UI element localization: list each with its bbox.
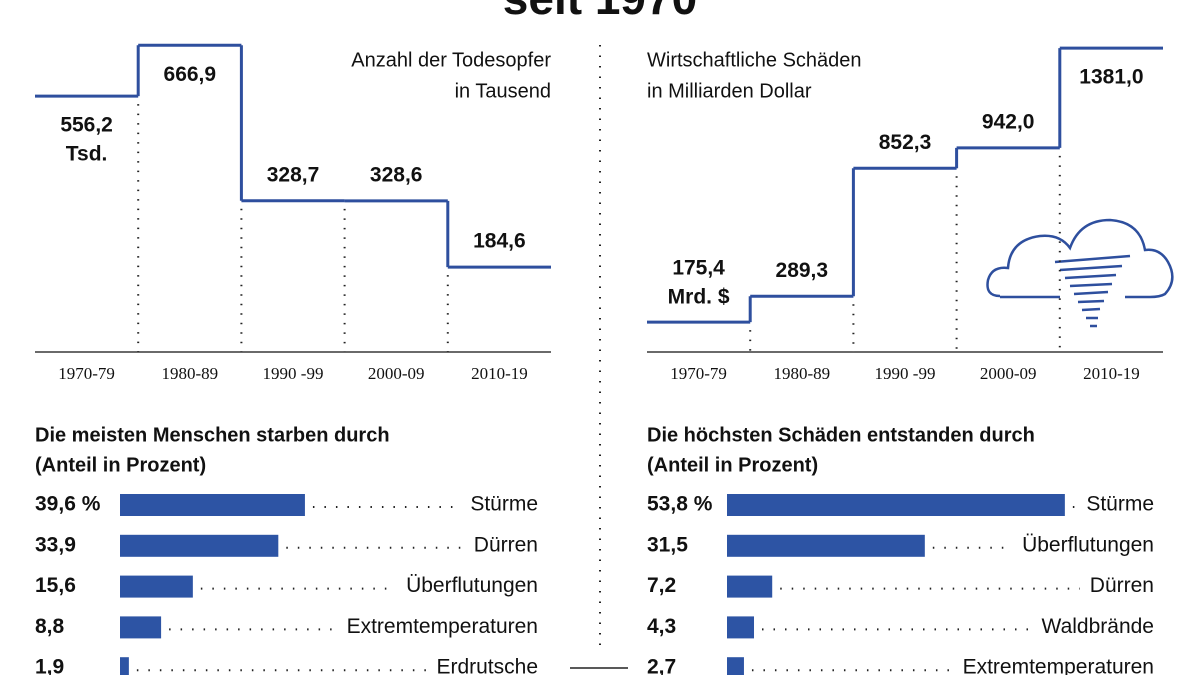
value-unit: Tsd. xyxy=(66,143,108,166)
category-label: Extremtemperaturen xyxy=(347,615,538,638)
value-label: 53,8 % xyxy=(647,493,713,516)
x-tick-label: 1990 -99 xyxy=(263,364,324,383)
bar xyxy=(120,616,162,639)
storm-icon xyxy=(986,218,1174,328)
value-label: 39,6 % xyxy=(35,493,101,516)
bar xyxy=(120,657,129,675)
x-tick-label: 1980-89 xyxy=(161,364,218,383)
value-label: 1381,0 xyxy=(1079,66,1143,89)
value-label: 33,9 xyxy=(35,533,76,556)
bar xyxy=(120,534,279,557)
x-tick-label: 2000-09 xyxy=(368,364,425,383)
value-label: 1,9 xyxy=(35,656,64,675)
chart-title: Die höchsten Schäden entstanden durch xyxy=(647,424,1035,446)
bar xyxy=(727,616,755,639)
category-label: Stürme xyxy=(470,493,538,516)
bar xyxy=(120,494,305,516)
chart-title: Wirtschaftliche Schäden xyxy=(647,49,862,71)
bar xyxy=(120,575,193,598)
x-tick-label: 2000-09 xyxy=(980,364,1037,383)
x-tick-label: 1990 -99 xyxy=(875,364,936,383)
x-tick-label: 2010-19 xyxy=(471,364,528,383)
value-label: 942,0 xyxy=(982,110,1035,133)
value-label: 852,3 xyxy=(879,131,932,154)
value-label: 184,6 xyxy=(473,230,526,253)
category-label: Erdrutsche xyxy=(436,656,538,675)
value-unit: Mrd. $ xyxy=(668,286,730,309)
value-label: 556,2 xyxy=(60,114,113,137)
category-label: Dürren xyxy=(1090,574,1154,597)
chart-title: (Anteil in Prozent) xyxy=(647,454,818,476)
x-tick-label: 1970-79 xyxy=(58,364,115,383)
chart-title: in Tausend xyxy=(455,80,551,102)
value-label: 8,8 xyxy=(35,615,65,638)
bar xyxy=(727,534,925,557)
bar xyxy=(727,657,744,675)
value-label: 15,6 xyxy=(35,574,76,597)
category-label: Waldbrände xyxy=(1042,615,1154,638)
page-title: seit 1970 xyxy=(503,0,697,24)
x-tick-label: 2010-19 xyxy=(1083,364,1140,383)
bar xyxy=(727,575,773,598)
category-label: Dürren xyxy=(474,533,538,556)
category-label: Überflutungen xyxy=(406,574,538,597)
category-label: Extremtemperaturen xyxy=(963,656,1154,675)
value-label: 328,7 xyxy=(267,163,320,186)
value-label: 666,9 xyxy=(164,63,217,86)
chart-title: Die meisten Menschen starben durch xyxy=(35,424,390,446)
value-label: 7,2 xyxy=(647,574,676,597)
category-label: Überflutungen xyxy=(1022,533,1154,556)
value-label: 175,4 xyxy=(672,257,725,280)
chart-title: Anzahl der Todesopfer xyxy=(351,49,551,71)
x-tick-label: 1970-79 xyxy=(670,364,727,383)
category-label: Stürme xyxy=(1086,493,1154,516)
x-tick-label: 1980-89 xyxy=(773,364,830,383)
value-label: 2,7 xyxy=(647,656,676,675)
bar xyxy=(727,494,1065,516)
value-label: 4,3 xyxy=(647,615,676,638)
value-label: 289,3 xyxy=(776,259,829,282)
chart-title: in Milliarden Dollar xyxy=(647,80,812,102)
value-label: 328,6 xyxy=(370,163,423,186)
value-label: 31,5 xyxy=(647,533,688,556)
chart-title: (Anteil in Prozent) xyxy=(35,454,206,476)
